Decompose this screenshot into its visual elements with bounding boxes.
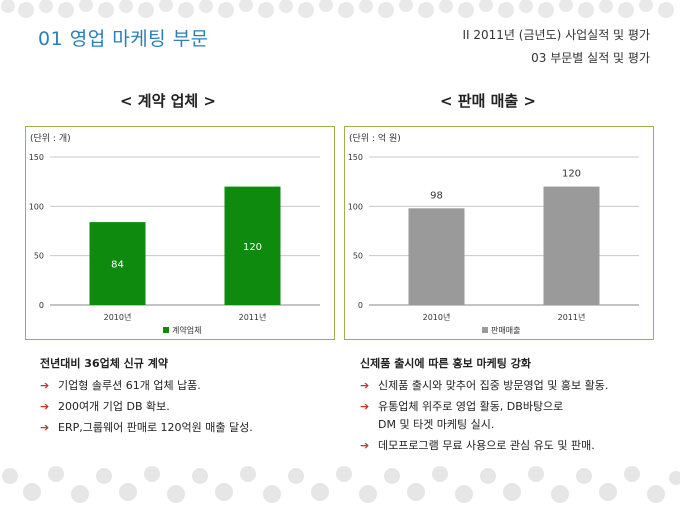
y-tick-label: 0 bbox=[358, 301, 363, 310]
y-tick-label: 150 bbox=[29, 153, 44, 162]
list-item: ➔ 200여개 기업 DB 확보. bbox=[40, 400, 170, 413]
list-item: ➔ 데모프로그램 무료 사용으로 관심 유도 및 판매. bbox=[360, 439, 595, 452]
left-chart-heading: < 계약 업체 > bbox=[120, 92, 217, 110]
bar bbox=[543, 186, 600, 305]
x-tick-label: 2010년 bbox=[104, 312, 132, 322]
right-description: 신제품 출시에 따른 홍보 마케팅 강화 ➔ 신제품 출시와 맞추어 집중 방문영… bbox=[360, 355, 660, 459]
arrow-icon: ➔ bbox=[360, 379, 370, 392]
arrow-icon: ➔ bbox=[360, 439, 370, 452]
bottom-dot-pattern bbox=[2, 466, 680, 503]
legend-swatch bbox=[163, 327, 169, 333]
arrow-icon: ➔ bbox=[360, 400, 370, 413]
list-item: ➔ 유통업체 위주로 영업 활동, DB바탕으로 bbox=[360, 400, 564, 413]
y-tick-label: 100 bbox=[348, 202, 363, 211]
arrow-icon: ➔ bbox=[40, 400, 50, 413]
legend-label: 판매매출 bbox=[491, 325, 520, 335]
section-heading: II 2011년 (금년도) 사업실적 및 평가 bbox=[462, 28, 651, 42]
chart-unit-label: (단위 : 억 원) bbox=[349, 134, 401, 144]
data-label: 98 bbox=[430, 190, 443, 201]
subsection-heading: 03 부문별 실적 및 평가 bbox=[531, 51, 650, 65]
bar bbox=[224, 186, 281, 305]
desc-title: 신제품 출시에 따른 홍보 마케팅 강화 bbox=[360, 357, 531, 370]
chart-unit-label: (단위 : 개) bbox=[30, 134, 71, 144]
bar bbox=[408, 208, 465, 305]
data-label: 120 bbox=[562, 169, 581, 180]
y-tick-label: 0 bbox=[39, 301, 44, 310]
right-chart-heading: < 판매 매출 > bbox=[440, 92, 537, 110]
data-label: 84 bbox=[111, 260, 124, 271]
y-tick-label: 150 bbox=[348, 153, 363, 162]
y-tick-label: 50 bbox=[353, 252, 363, 261]
y-tick-label: 50 bbox=[34, 252, 44, 261]
top-dot-pattern bbox=[1, 0, 674, 18]
x-tick-label: 2010년 bbox=[423, 312, 451, 322]
list-item: ➔ ERP,그룹웨어 판매로 120억원 매출 달성. bbox=[40, 421, 253, 434]
x-tick-label: 2011년 bbox=[558, 312, 586, 322]
data-label: 120 bbox=[243, 242, 262, 253]
left-description: 전년대비 36업체 신규 계약 ➔ 기업형 솔루션 61개 업체 납품. ➔ 200… bbox=[40, 355, 330, 441]
x-tick-label: 2011년 bbox=[239, 312, 267, 322]
y-tick-label: 100 bbox=[29, 202, 44, 211]
list-item: ➔ 신제품 출시와 맞추어 집중 방문영업 및 홍보 활동. bbox=[360, 379, 609, 392]
arrow-icon: ➔ bbox=[40, 421, 50, 434]
list-item-continuation: DM 및 타겟 마케팅 실시. bbox=[378, 418, 495, 431]
legend-swatch bbox=[482, 327, 488, 333]
bar bbox=[89, 222, 146, 305]
desc-title: 전년대비 36업체 신규 계약 bbox=[40, 357, 168, 370]
arrow-icon: ➔ bbox=[40, 379, 50, 392]
legend-label: 계약업체 bbox=[172, 325, 201, 335]
list-item: ➔ 기업형 솔루션 61개 업체 납품. bbox=[40, 379, 201, 392]
page-title: 01 영업 마케팅 부문 bbox=[38, 28, 209, 50]
